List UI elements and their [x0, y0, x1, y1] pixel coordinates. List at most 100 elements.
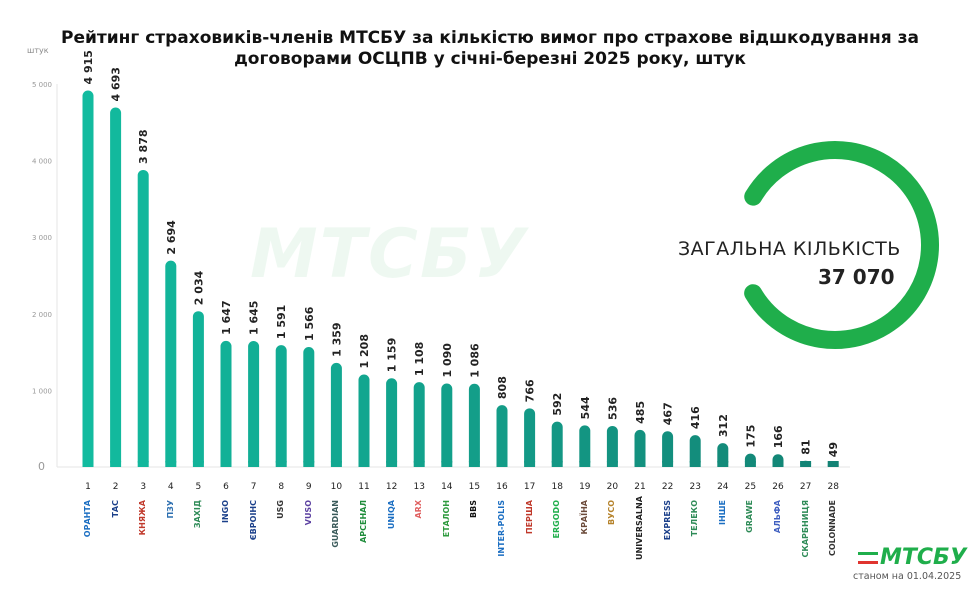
insurer-logo: ВУСО — [607, 500, 617, 525]
bar-base — [386, 461, 398, 467]
value-label: 1 647 — [220, 300, 233, 334]
y-tick-label: 5 000 — [32, 81, 52, 89]
value-label: 1 359 — [330, 322, 343, 356]
bar — [137, 169, 149, 468]
insurer-logo: USG — [276, 500, 286, 519]
x-tick-label: 6 — [223, 482, 229, 492]
insurer-logo: ОРАНТА — [83, 500, 92, 538]
insurer-logo: КНЯЖА — [138, 500, 148, 536]
insurer-logo: UNIVERSALNA — [635, 496, 644, 560]
x-tick-label: 1 — [85, 482, 91, 492]
x-tick-label: 24 — [717, 482, 729, 492]
insurer-logo: ЕТАЛОН — [441, 500, 451, 538]
x-tick-label: 27 — [800, 482, 811, 492]
insurer-logo: ERGODO — [552, 500, 562, 539]
insurer-logo: ARX — [414, 500, 424, 519]
value-label: 1 086 — [468, 343, 481, 378]
insurer-logo: UNIQA — [386, 500, 396, 530]
insurer-logo: ПЗУ — [165, 500, 175, 519]
bar-base — [827, 461, 839, 467]
value-label: 1 208 — [358, 334, 371, 368]
insurer-logo: СКАРБНИЦЯ — [800, 500, 810, 558]
insurer-logo: EXPRESS — [662, 500, 672, 541]
insurer-logo: INGO — [221, 500, 230, 524]
bar-base — [192, 461, 204, 467]
value-label: 1 566 — [303, 306, 316, 341]
mtsbu-logo: МТСБУ — [858, 545, 967, 570]
x-tick-label: 3 — [140, 482, 146, 492]
x-tick-label: 5 — [196, 482, 202, 492]
bar-base — [524, 461, 536, 467]
bar-base — [772, 461, 784, 467]
x-tick-label: 17 — [524, 482, 535, 492]
value-label: 766 — [524, 379, 537, 402]
bar — [358, 374, 370, 467]
y-tick-label: 2 000 — [32, 311, 52, 319]
bar-base — [579, 461, 591, 467]
bar — [220, 340, 232, 467]
bar-base — [165, 461, 177, 467]
insurer-logo: ТАС — [110, 500, 120, 518]
y-tick-label: 1 000 — [32, 387, 52, 395]
x-tick-label: 18 — [551, 482, 563, 492]
bar-base — [717, 461, 729, 467]
x-tick-label: 14 — [441, 482, 453, 492]
x-tick-label: 7 — [251, 482, 257, 492]
x-tick-label: 11 — [358, 482, 369, 492]
bar-base — [275, 461, 287, 467]
logo-text: МТСБУ — [880, 545, 967, 570]
x-tick-label: 20 — [607, 482, 619, 492]
value-label: 312 — [717, 414, 730, 437]
x-tick-label: 16 — [496, 482, 508, 492]
bar-base — [110, 461, 122, 467]
value-label: 416 — [689, 406, 702, 429]
chart-title: Рейтинг страховиків-членів МТСБУ за кіль… — [60, 28, 919, 69]
x-tick-label: 26 — [772, 482, 784, 492]
bar-base — [496, 461, 508, 467]
x-tick-label: 25 — [745, 482, 756, 492]
bar-base — [634, 461, 646, 467]
value-label: 49 — [827, 442, 840, 457]
bar-base — [248, 461, 260, 467]
total-value: 37 070 — [818, 265, 895, 289]
bar — [248, 340, 260, 467]
insurer-logo: КРАЇНА — [579, 500, 589, 535]
x-tick-label: 19 — [579, 482, 591, 492]
bar — [441, 383, 453, 467]
bar-base — [82, 461, 94, 467]
as-of-date: станом на 01.04.2025 — [853, 571, 962, 582]
bar-base — [303, 461, 315, 467]
bar — [165, 260, 177, 467]
x-tick-label: 10 — [331, 482, 343, 492]
bar-base — [689, 461, 701, 467]
bar — [275, 345, 287, 467]
insurer-logo: VUSO — [303, 500, 313, 526]
bar — [689, 435, 701, 467]
total-label: ЗАГАЛЬНА КІЛЬКІСТЬ — [678, 238, 901, 260]
bar-base — [358, 461, 370, 467]
insurer-logo: АЛЬФА — [773, 500, 782, 534]
x-tick-label: 8 — [278, 482, 284, 492]
bar — [413, 382, 425, 467]
logo-stripes-icon — [858, 552, 878, 564]
value-label: 4 915 — [82, 50, 95, 84]
total-ring — [731, 141, 940, 349]
bar-base — [662, 461, 674, 467]
value-label: 175 — [744, 425, 757, 448]
insurer-logo: BBS — [469, 500, 479, 518]
bar — [303, 347, 315, 467]
bar-base — [330, 461, 342, 467]
value-label: 166 — [772, 425, 785, 448]
x-tick-label: 4 — [168, 482, 174, 492]
value-label: 3 878 — [137, 129, 150, 163]
insurer-logo: GUARDIAN — [331, 500, 341, 548]
watermark-logo: МТСБУ — [250, 215, 529, 294]
value-label: 1 645 — [248, 301, 261, 335]
bar-base — [800, 461, 812, 467]
bar-base — [137, 461, 149, 467]
value-label: 1 090 — [441, 343, 454, 378]
value-label: 485 — [634, 401, 647, 424]
x-tick-label: 13 — [413, 482, 424, 492]
